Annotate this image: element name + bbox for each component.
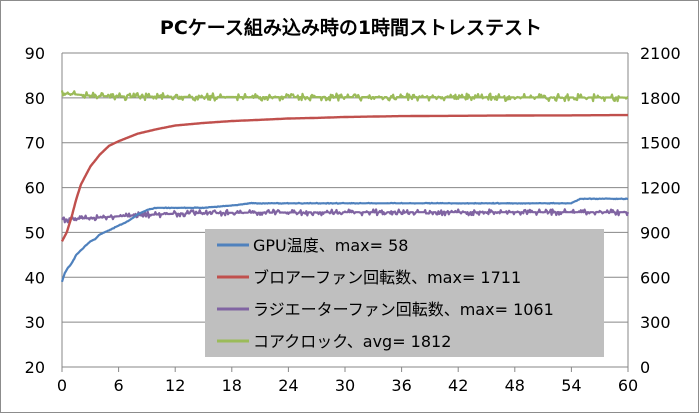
y-left-tick-label: 30 [25,313,45,332]
series-layer [60,90,630,283]
x-tick-label: 30 [335,376,355,395]
y-right-tick-label: 600 [640,268,671,287]
legend: GPU温度、max= 58 ブロアーファン回転数、max= 1711 ラジエーターフ… [205,229,604,357]
x-tick-label: 18 [222,376,242,395]
x-tick-label: 24 [278,376,298,395]
x-tick-label: 48 [505,376,525,395]
series-line-0 [60,197,629,283]
y-right-tick-label: 0 [640,358,650,377]
legend-label: ラジエーターファン回転数、max= 1061 [253,300,554,319]
chart-title: PCケース組み込み時の1時間ストレステスト [160,16,542,39]
y-left-tick-label: 20 [25,358,45,377]
left-axis-ticks: 20 30 40 50 60 70 80 90 [25,44,45,377]
y-right-tick-label: 300 [640,313,671,332]
x-tick-label: 36 [391,376,411,395]
y-right-tick-label: 1500 [640,134,681,153]
y-left-tick-label: 60 [25,179,45,198]
x-tick-label: 54 [561,376,581,395]
y-left-tick-label: 80 [25,89,45,108]
y-left-tick-label: 50 [25,223,45,242]
x-tick-label: 6 [114,376,124,395]
series-line-2 [61,208,630,224]
y-left-tick-label: 40 [25,268,45,287]
legend-label: ブロアーファン回転数、max= 1711 [253,268,521,287]
right-axis-ticks: 0 300 600 900 1200 1500 1800 2100 [640,44,681,377]
x-tick-label: 0 [57,376,67,395]
series-line-3 [60,90,629,103]
y-left-tick-label: 70 [25,134,45,153]
y-left-tick-label: 90 [25,44,45,63]
y-right-tick-label: 900 [640,223,671,242]
legend-label: コアクロック、avg= 1812 [253,332,451,351]
x-tick-label: 42 [448,376,468,395]
legend-box [205,229,604,357]
x-axis-ticks: 0 6 12 18 24 30 36 42 48 54 60 [57,367,638,395]
y-right-tick-label: 1200 [640,179,681,198]
legend-label: GPU温度、max= 58 [253,236,408,255]
x-tick-label: 12 [165,376,185,395]
y-right-tick-label: 1800 [640,89,681,108]
x-tick-label: 60 [618,376,638,395]
y-right-tick-label: 2100 [640,44,681,63]
series-line-1 [60,113,629,242]
